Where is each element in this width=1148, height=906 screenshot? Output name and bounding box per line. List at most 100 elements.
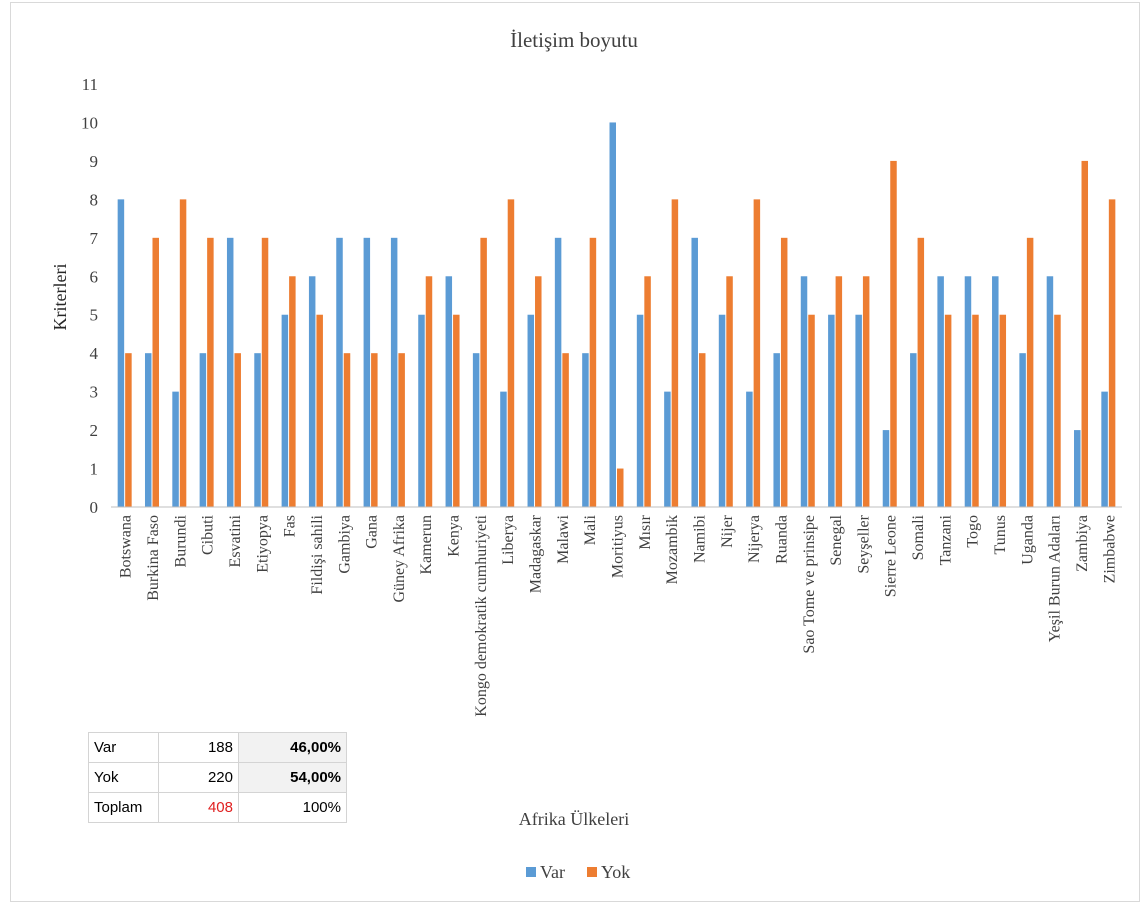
bar-var [992, 276, 999, 507]
bar-var [445, 276, 453, 507]
legend-swatch-yok [587, 867, 597, 877]
y-tick-label: 2 [90, 421, 99, 440]
bar-yok [261, 237, 269, 507]
bar-var [281, 314, 289, 507]
bar-yok [780, 237, 788, 507]
bar-yok [1026, 237, 1034, 507]
x-tick-label: Seyşeller [855, 514, 872, 573]
row-percent: 46,00% [238, 732, 347, 763]
bar-yok [398, 353, 405, 507]
y-tick-label: 11 [82, 75, 98, 94]
bar-var [226, 237, 234, 507]
bar-yok [1054, 314, 1061, 507]
x-tick-label: Kamerun [418, 515, 435, 575]
bar-yok [535, 276, 542, 507]
bar-yok [179, 199, 187, 507]
bar-var [691, 237, 698, 507]
bar-var [1074, 430, 1081, 507]
bar-yok [671, 199, 679, 507]
x-tick-label: Esvatini [227, 514, 244, 567]
bar-var [773, 353, 780, 507]
x-tick-label: Mısır [637, 514, 654, 549]
y-tick-label: 4 [90, 344, 99, 363]
x-tick-label: Tunus [992, 515, 1009, 554]
bar-var [390, 237, 398, 507]
x-tick-label: Sierre Leone [883, 515, 900, 597]
bar-var [472, 353, 480, 507]
row-count: 220 [158, 762, 239, 793]
bar-var [964, 276, 972, 507]
bar-yok [425, 276, 433, 507]
bar-var [172, 391, 179, 507]
bar-yok [726, 276, 733, 507]
bar-var [937, 276, 944, 507]
bar-var [308, 276, 316, 507]
y-tick-label: 3 [90, 383, 99, 402]
x-tick-label: Etiyopya [254, 515, 271, 573]
x-tick-label: Burundi [172, 514, 189, 567]
y-tick-label: 9 [90, 152, 99, 171]
x-tick-label: Madagaskar [528, 514, 545, 593]
bar-yok [917, 237, 925, 507]
bar-var [117, 199, 125, 507]
bar-var [500, 391, 507, 507]
x-tick-label: Moritiyus [610, 515, 627, 578]
x-tick-label: Botswana [118, 515, 135, 578]
bar-var [746, 391, 753, 507]
bar-var [1046, 276, 1054, 507]
bar-yok [371, 353, 378, 507]
y-tick-label: 1 [90, 460, 99, 479]
table-row: Var 188 46,00% [88, 732, 347, 763]
x-tick-label: Ruanda [773, 515, 790, 564]
bar-yok [835, 276, 843, 507]
bar-yok [999, 314, 1007, 507]
x-tick-label: Mali [582, 514, 599, 545]
x-tick-label: Togo [965, 515, 982, 548]
bar-yok [617, 468, 624, 507]
y-tick-label: 7 [90, 229, 99, 248]
bar-yok [862, 276, 870, 507]
bar-var [855, 314, 862, 507]
legend-label-var: Var [540, 862, 565, 882]
bar-var [254, 353, 261, 507]
row-label: Yok [88, 762, 159, 793]
y-tick-label: 8 [90, 190, 99, 209]
bar-yok [125, 353, 132, 507]
bar-yok [753, 199, 761, 507]
bar-yok [343, 353, 351, 507]
x-tick-label: Uganda [1019, 515, 1036, 565]
row-count: 408 [158, 792, 239, 823]
bar-var [554, 237, 562, 507]
x-tick-label: Kenya [446, 515, 463, 557]
chart-title: İletişim boyutu [510, 28, 638, 52]
x-tick-label: Yeşil Burun Adaları [1047, 514, 1064, 642]
x-tick-label: Namibi [691, 514, 708, 563]
bar-yok [207, 237, 214, 507]
bar-var [199, 353, 207, 507]
bar-yok [589, 237, 597, 507]
bar-var [144, 353, 152, 507]
row-percent: 100% [238, 792, 347, 823]
legend: Var Yok [526, 862, 630, 882]
row-label: Toplam [88, 792, 159, 823]
x-ticks: Botswana Burkina Faso Burundi Cibuti Esvatin… [118, 514, 1119, 716]
x-axis-label: Afrika Ülkeleri [519, 809, 629, 829]
bar-yok [944, 314, 952, 507]
y-tick-label: 5 [90, 306, 99, 325]
bar-var [718, 314, 726, 507]
bar-var [609, 122, 616, 508]
bar-var [910, 353, 917, 507]
x-tick-label: Mozambik [664, 515, 681, 584]
row-label: Var [88, 732, 159, 763]
x-tick-label: Sao Tome ve prinsipe [801, 515, 818, 654]
x-tick-label: Gambiya [336, 515, 353, 574]
y-ticks: 0 1 2 3 4 5 6 7 8 9 10 11 [81, 75, 99, 517]
bar-var [636, 314, 644, 507]
bar-yok [316, 314, 323, 507]
x-tick-label: Fildişi sahili [309, 514, 326, 594]
x-tick-label: Somali [910, 514, 927, 560]
x-tick-label: Kongo demokratik cumhuriyeti [473, 514, 490, 716]
bar-yok [808, 314, 815, 507]
bar-yok [644, 276, 651, 507]
